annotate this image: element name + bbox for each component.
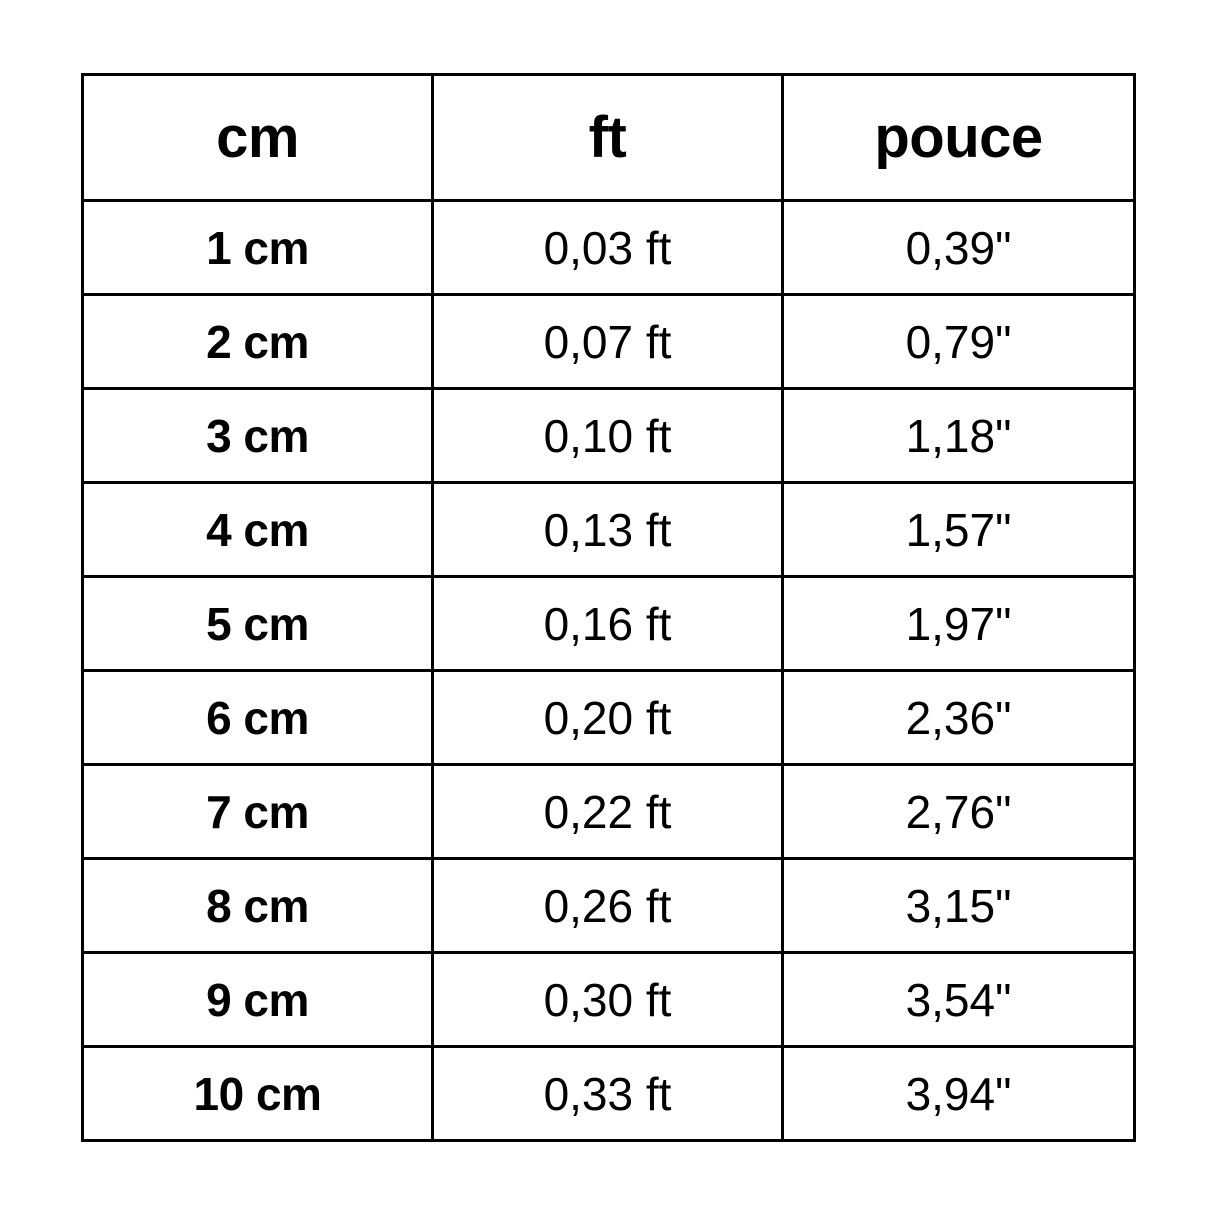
cell-cm: 7 cm — [81, 763, 434, 860]
cell-ft: 0,16 ft — [431, 575, 784, 672]
table-row: 6 cm 0,20 ft 2,36" — [81, 669, 1136, 766]
table-row: 2 cm 0,07 ft 0,79" — [81, 293, 1136, 390]
cell-cm: 1 cm — [81, 199, 434, 296]
cell-cm: 3 cm — [81, 387, 434, 484]
cell-pouce: 1,97" — [781, 575, 1136, 672]
cell-cm: 8 cm — [81, 857, 434, 954]
conversion-table: cm ft pouce 1 cm 0,03 ft 0,39" 2 cm 0,07… — [81, 73, 1136, 1142]
cell-pouce: 0,39" — [781, 199, 1136, 296]
cell-ft: 0,03 ft — [431, 199, 784, 296]
cell-pouce: 2,36" — [781, 669, 1136, 766]
conversion-table-container: cm ft pouce 1 cm 0,03 ft 0,39" 2 cm 0,07… — [81, 73, 1136, 1142]
table-row: 7 cm 0,22 ft 2,76" — [81, 763, 1136, 860]
table-row: 5 cm 0,16 ft 1,97" — [81, 575, 1136, 672]
table-row: 1 cm 0,03 ft 0,39" — [81, 199, 1136, 296]
cell-cm: 10 cm — [81, 1045, 434, 1142]
cell-pouce: 1,18" — [781, 387, 1136, 484]
table-header-row: cm ft pouce — [81, 73, 1136, 202]
cell-ft: 0,22 ft — [431, 763, 784, 860]
table-body: 1 cm 0,03 ft 0,39" 2 cm 0,07 ft 0,79" 3 … — [81, 199, 1136, 1142]
column-header-cm: cm — [81, 73, 434, 202]
cell-pouce: 1,57" — [781, 481, 1136, 578]
table-row: 9 cm 0,30 ft 3,54" — [81, 951, 1136, 1048]
cell-pouce: 0,79" — [781, 293, 1136, 390]
cell-pouce: 3,54" — [781, 951, 1136, 1048]
column-header-pouce: pouce — [781, 73, 1136, 202]
cell-cm: 5 cm — [81, 575, 434, 672]
cell-ft: 0,20 ft — [431, 669, 784, 766]
table-row: 4 cm 0,13 ft 1,57" — [81, 481, 1136, 578]
table-row: 3 cm 0,10 ft 1,18" — [81, 387, 1136, 484]
cell-pouce: 3,94" — [781, 1045, 1136, 1142]
cell-ft: 0,30 ft — [431, 951, 784, 1048]
table-header: cm ft pouce — [81, 73, 1136, 202]
cell-ft: 0,33 ft — [431, 1045, 784, 1142]
cell-cm: 9 cm — [81, 951, 434, 1048]
table-row: 8 cm 0,26 ft 3,15" — [81, 857, 1136, 954]
cell-pouce: 3,15" — [781, 857, 1136, 954]
cell-ft: 0,10 ft — [431, 387, 784, 484]
table-row: 10 cm 0,33 ft 3,94" — [81, 1045, 1136, 1142]
cell-cm: 6 cm — [81, 669, 434, 766]
cell-cm: 4 cm — [81, 481, 434, 578]
cell-ft: 0,07 ft — [431, 293, 784, 390]
cell-ft: 0,26 ft — [431, 857, 784, 954]
cell-cm: 2 cm — [81, 293, 434, 390]
cell-pouce: 2,76" — [781, 763, 1136, 860]
cell-ft: 0,13 ft — [431, 481, 784, 578]
column-header-ft: ft — [431, 73, 784, 202]
